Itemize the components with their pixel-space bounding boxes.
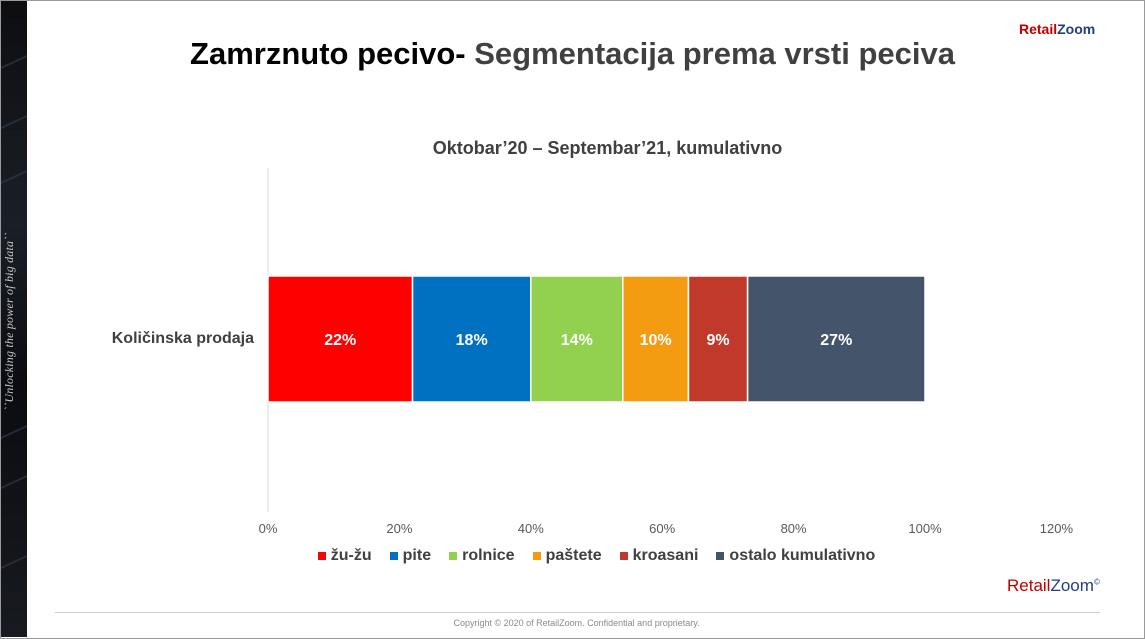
bar-segment-1: [411, 275, 532, 403]
chart-title: Oktobar’20 – Septembar’21, kumulativno: [432, 138, 783, 158]
brand-logo-top-part2: Zoom: [1057, 21, 1096, 37]
legend-label: žu-žu: [330, 547, 372, 564]
legend-item-1: pite: [389, 547, 432, 565]
brand-logo-bottom-part2: Zoom: [1050, 576, 1094, 595]
bar-segment-2: [530, 275, 624, 403]
x-tick-label: 20%: [386, 521, 412, 536]
brand-logo-bottom: RetailZoom©: [1007, 576, 1100, 596]
legend-item-3: paštete: [532, 547, 602, 565]
copyright-text: Copyright © 2020 of RetailZoom. Confiden…: [453, 618, 700, 628]
x-tick-label: 120%: [1040, 521, 1074, 536]
legend-swatch: [716, 552, 725, 560]
legend-swatch: [317, 552, 326, 560]
legend-item-4: kroasani: [619, 547, 699, 565]
x-tick-label: 100%: [908, 521, 942, 536]
category-label: Količinska prodaja: [111, 330, 254, 347]
chart-legend: žu-žu pite rolnice paštete kroasani ostalo ku…: [0, 547, 1145, 565]
legend-label: kroasani: [632, 547, 699, 564]
x-tick-label: 40%: [518, 521, 544, 536]
bar-data-label-4: 9%: [706, 332, 729, 349]
x-tick-label: 0%: [259, 521, 278, 536]
page-title-part1: Zamrznuto pecivo-: [190, 36, 475, 71]
bar-data-label-2: 14%: [561, 332, 593, 349]
page-title: Zamrznuto pecivo- Segmentacija prema vrs…: [0, 36, 1145, 72]
legend-swatch: [619, 552, 628, 560]
brand-logo-top-part1: Retail: [1019, 21, 1058, 37]
legend-label: pite: [402, 547, 432, 564]
x-axis-ticks: 0% 20% 40% 60% 80% 100% 120%: [259, 521, 1074, 536]
bar-data-label-1: 18%: [456, 332, 488, 349]
legend-item-0: žu-žu: [317, 547, 372, 565]
legend-swatch: [449, 552, 458, 560]
bar-segment-0: [267, 275, 414, 403]
brand-logo-top: RetailZoom: [1019, 21, 1095, 37]
legend-swatch: [532, 552, 541, 560]
bar-data-label-0: 22%: [324, 332, 356, 349]
bar-data-label-5: 27%: [820, 332, 852, 349]
side-decoration-band: ``Unlocking the power of big data``: [1, 1, 27, 637]
legend-swatch: [389, 552, 398, 560]
x-tick-label: 60%: [649, 521, 675, 536]
page-title-part2: Segmentacija prema vrsti peciva: [474, 36, 955, 71]
bar-data-label-3: 10%: [640, 332, 672, 349]
footer-divider: [55, 612, 1100, 613]
legend-item-2: rolnice: [449, 547, 515, 565]
legend-label: rolnice: [462, 547, 515, 564]
brand-copyright-mark: ©: [1093, 577, 1100, 587]
x-tick-label: 80%: [781, 521, 807, 536]
brand-logo-bottom-part1: Retail: [1007, 576, 1051, 595]
bar-segments: 22% 18% 14% 10% 9% 27%: [267, 275, 926, 403]
legend-label: ostalo kumulativno: [729, 547, 876, 564]
bar-segment-5: [746, 275, 926, 403]
legend-label: paštete: [545, 547, 602, 564]
legend-item-5: ostalo kumulativno: [716, 547, 875, 565]
bar-segment-3: [622, 275, 690, 403]
